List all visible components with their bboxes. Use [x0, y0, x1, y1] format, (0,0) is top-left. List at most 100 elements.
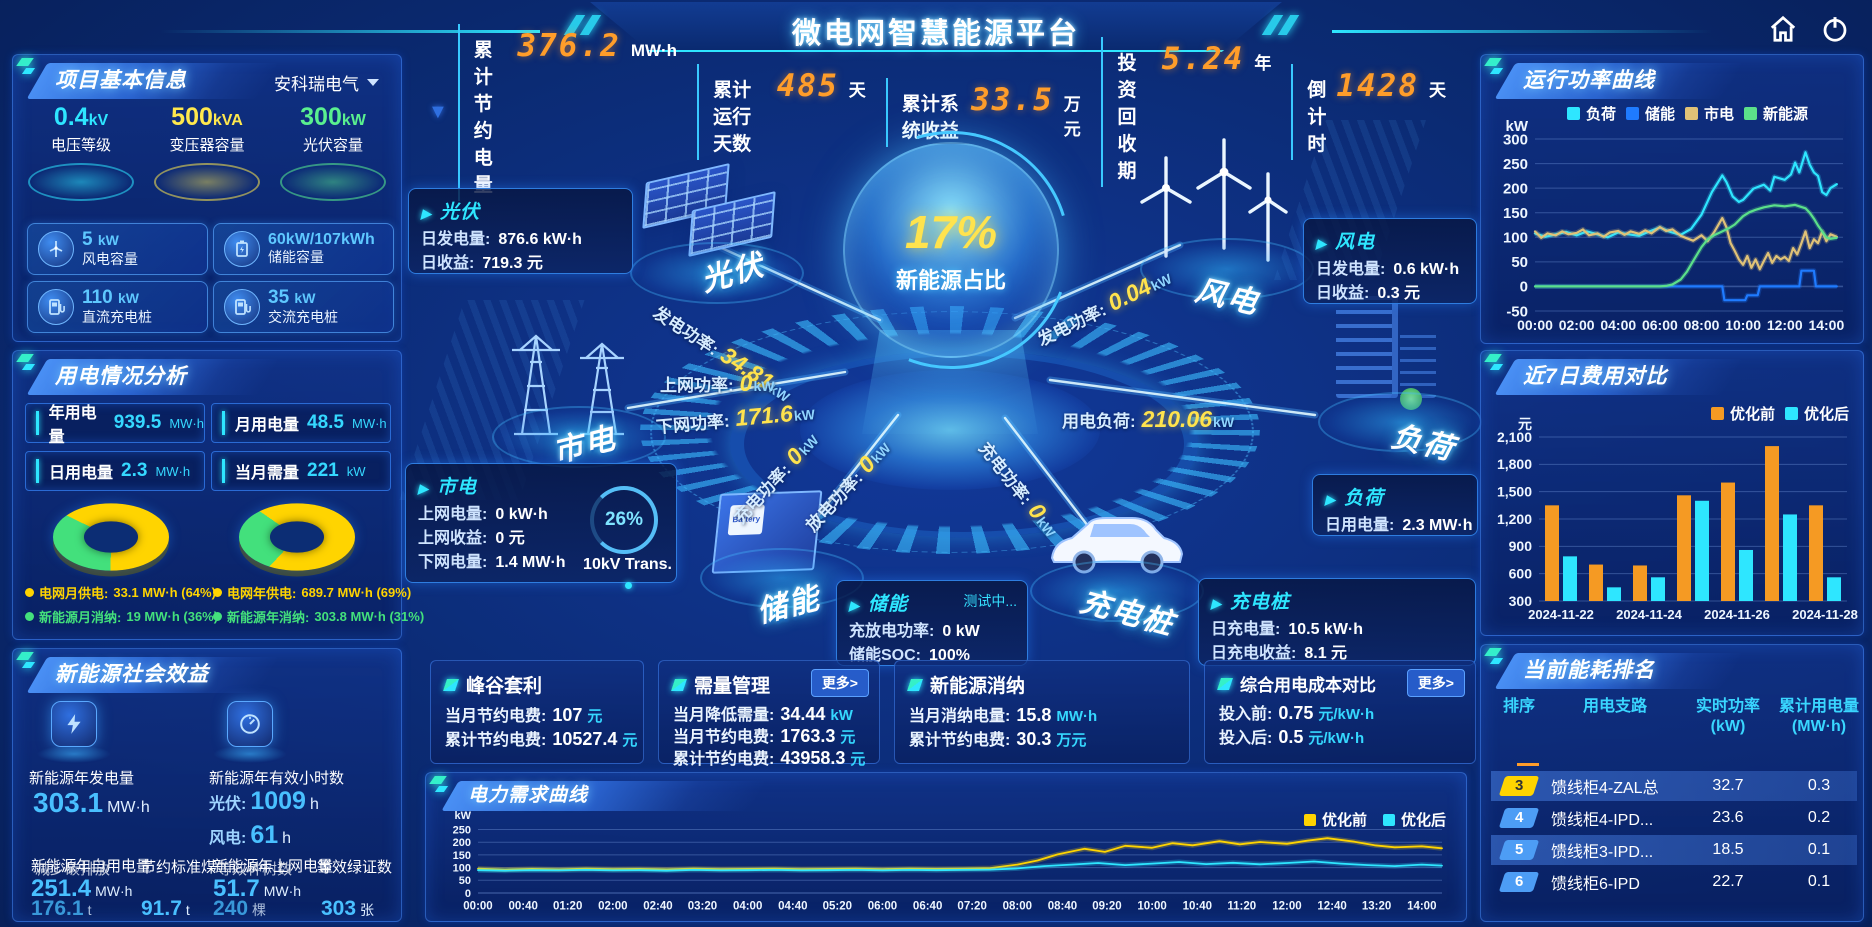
table-row[interactable]: 6 馈线柜6-IPD 22.7 0.1	[1491, 867, 1857, 897]
svg-text:02:00: 02:00	[598, 901, 627, 913]
svg-text:1,800: 1,800	[1497, 456, 1532, 472]
gauge-dot	[625, 582, 632, 589]
building-icon	[1400, 330, 1436, 398]
pagination-indicator	[1517, 763, 1539, 766]
legend-item[interactable]: 新能源	[1744, 103, 1808, 124]
gen-value: 303.1 MW·h	[33, 787, 150, 818]
ranking-header: 排序 用电支路 实时功率 (kW) 累计用电量 (MW·h)	[1502, 698, 1859, 735]
ranking-rows: 3 馈线柜4-ZAL总 32.7 0.3 4 馈线柜4-IPD... 23.6 0.2 …	[1491, 771, 1857, 913]
legend-item[interactable]: 优化前	[1710, 403, 1775, 424]
panel-title: 近7日费用对比	[1523, 365, 1668, 388]
green-cert-value: 303 张	[321, 897, 375, 920]
table-row[interactable]: 3 馈线柜4-ZAL总 32.7 0.3	[1491, 771, 1857, 801]
svg-text:02:00: 02:00	[1559, 317, 1595, 333]
svg-text:06:40: 06:40	[913, 901, 942, 913]
panel-title: 新能源社会效益	[55, 663, 209, 686]
ranking-panel: 当前能耗排名 排序 用电支路 实时功率 (kW) 累计用电量 (MW·h) 3 馈线…	[1480, 644, 1864, 922]
grid-node-pad	[492, 406, 666, 468]
svg-text:2024-11-28: 2024-11-28	[1792, 607, 1858, 622]
company-select[interactable]: 安科瑞电气	[274, 70, 379, 95]
card-storage-capacity: 60kW/107kWh 储能容量	[213, 223, 394, 275]
svg-text:14:00: 14:00	[1808, 317, 1844, 333]
svg-text:2024-11-24: 2024-11-24	[1616, 607, 1683, 622]
svg-text:0: 0	[465, 888, 471, 900]
svg-text:04:00: 04:00	[733, 901, 762, 913]
panel-title: 电力需求曲线	[468, 785, 589, 806]
home-icon[interactable]	[1768, 14, 1798, 44]
trees-label: 等效种树数	[217, 861, 293, 878]
svg-text:2024-11-22: 2024-11-22	[1528, 607, 1594, 622]
charger-info-box: ▶ 充电桩 日充电量: 10.5 kW·h 日充电收益: 8.1 元	[1198, 578, 1476, 666]
kpi-countdown: 倒计时 1428 天	[1291, 64, 1466, 160]
svg-text:1,200: 1,200	[1497, 511, 1532, 527]
social-benefit-panel: 新能源社会效益 新能源年发电量 303.1 MW·h 新能源年有效小时数 光伏: 1…	[12, 648, 402, 922]
demand-legend: 优化前 优化后	[1303, 809, 1446, 830]
stat-transformer-capacity: 500kVA 变压器容量	[147, 103, 267, 201]
gen-label: 新能源年发电量	[29, 770, 135, 787]
svg-text:13:20: 13:20	[1362, 901, 1391, 913]
header-line-left	[160, 30, 540, 33]
legend-item[interactable]: 优化后	[1784, 403, 1849, 424]
card-wind-capacity: 5 kW 风电容量	[27, 223, 208, 275]
svg-text:300: 300	[1503, 131, 1528, 148]
cost-bar-chart: 300 600 900 1,200 1,500 1,800 2,100 元 2024-11-22…	[1487, 413, 1858, 625]
cost-compare-panel: 近7日费用对比 优化前 优化后 300 600 900 1,200 1,500 1,800 2…	[1480, 350, 1864, 636]
svg-text:06:00: 06:00	[1642, 317, 1678, 333]
svg-text:100: 100	[453, 862, 471, 874]
svg-text:200: 200	[453, 837, 471, 849]
wind-node-pad	[1140, 238, 1314, 300]
svg-text:12:00: 12:00	[1272, 901, 1301, 913]
arrow-icon: ▶	[849, 598, 860, 613]
chip-year-usage: 年用电量 939.5 MW·h	[25, 403, 205, 446]
power-icon[interactable]	[1820, 14, 1850, 44]
flag-icon	[443, 678, 459, 691]
chevron-down-icon	[367, 79, 379, 86]
arrow-icon: ▶	[1325, 492, 1336, 507]
panel-title: 用电情况分析	[55, 365, 187, 388]
self-use-value: 251.4 MW·h	[31, 875, 133, 902]
trees-value: 240 棵	[213, 897, 267, 920]
legend-ne-year: 新能源年消纳: 303.8 MW·h (31%)	[213, 607, 424, 626]
legend-grid-year: 电网年供电: 689.7 MW·h (69%)	[213, 583, 411, 602]
export-label: 新能源年上网电量	[213, 858, 334, 875]
svg-text:14:00: 14:00	[1407, 901, 1436, 913]
arrow-icon: ▶	[418, 481, 429, 496]
legend-item[interactable]: 负荷	[1567, 103, 1616, 124]
testing-badge: 测试中...	[963, 593, 1017, 609]
month-supply-donut-chart	[53, 503, 169, 571]
legend-item[interactable]: 优化后	[1382, 809, 1446, 830]
svg-text:05:20: 05:20	[823, 901, 852, 913]
svg-text:10:00: 10:00	[1725, 317, 1761, 333]
cost-more-button[interactable]: 更多>	[1406, 669, 1465, 697]
legend-grid-month: 电网月供电: 33.1 MW·h (64%)	[25, 583, 216, 602]
peak-valley-card: 峰谷套利 当月节约电费: 107 元 累计节约电费: 10527.4 元	[430, 660, 644, 764]
svg-text:07:20: 07:20	[957, 901, 986, 913]
svg-text:00:40: 00:40	[508, 901, 537, 913]
legend-item[interactable]: 储能	[1626, 103, 1675, 124]
svg-text:00:00: 00:00	[463, 901, 492, 913]
panel-corner-icon	[17, 352, 39, 374]
svg-text:12:00: 12:00	[1767, 317, 1803, 333]
load-info-box: ▶ 负荷 日用电量: 2.3 MW·h	[1312, 474, 1478, 536]
legend-item[interactable]: 市电	[1685, 103, 1734, 124]
svg-text:09:20: 09:20	[1092, 901, 1121, 913]
svg-text:04:40: 04:40	[778, 901, 807, 913]
chip-month-demand: 当月需量 221 kW	[211, 451, 391, 491]
pv-info-box: ▶ 光伏 日发电量: 876.6 kW·h 日收益: 719.3 元	[408, 188, 633, 274]
legend-item[interactable]: 优化前	[1303, 809, 1367, 830]
table-row[interactable]: 4 馈线柜4-IPD... 23.6 0.2	[1491, 803, 1857, 833]
panel-corner-icon	[1485, 352, 1507, 374]
hours-wind: 风电: 61 h	[209, 821, 292, 849]
rank-badge: 5	[1498, 840, 1540, 860]
svg-text:1,500: 1,500	[1497, 484, 1532, 500]
demand-more-button[interactable]: 更多>	[810, 669, 869, 697]
table-row[interactable]: 5 馈线柜3-IPD... 18.5 0.1	[1491, 835, 1857, 865]
svg-text:250: 250	[453, 824, 471, 836]
new-energy-percent-label: 新能源占比	[895, 268, 1006, 293]
header-band	[590, 2, 1282, 52]
power-curve-panel: 运行功率曲线 负荷 储能 市电 新能源 -50 0 50 100 150 200 250 300 kW…	[1480, 54, 1864, 344]
svg-text:900: 900	[1509, 538, 1533, 554]
svg-text:100: 100	[1503, 230, 1528, 247]
co2-label: 减少碳排放	[35, 861, 111, 878]
svg-text:02:40: 02:40	[643, 901, 672, 913]
